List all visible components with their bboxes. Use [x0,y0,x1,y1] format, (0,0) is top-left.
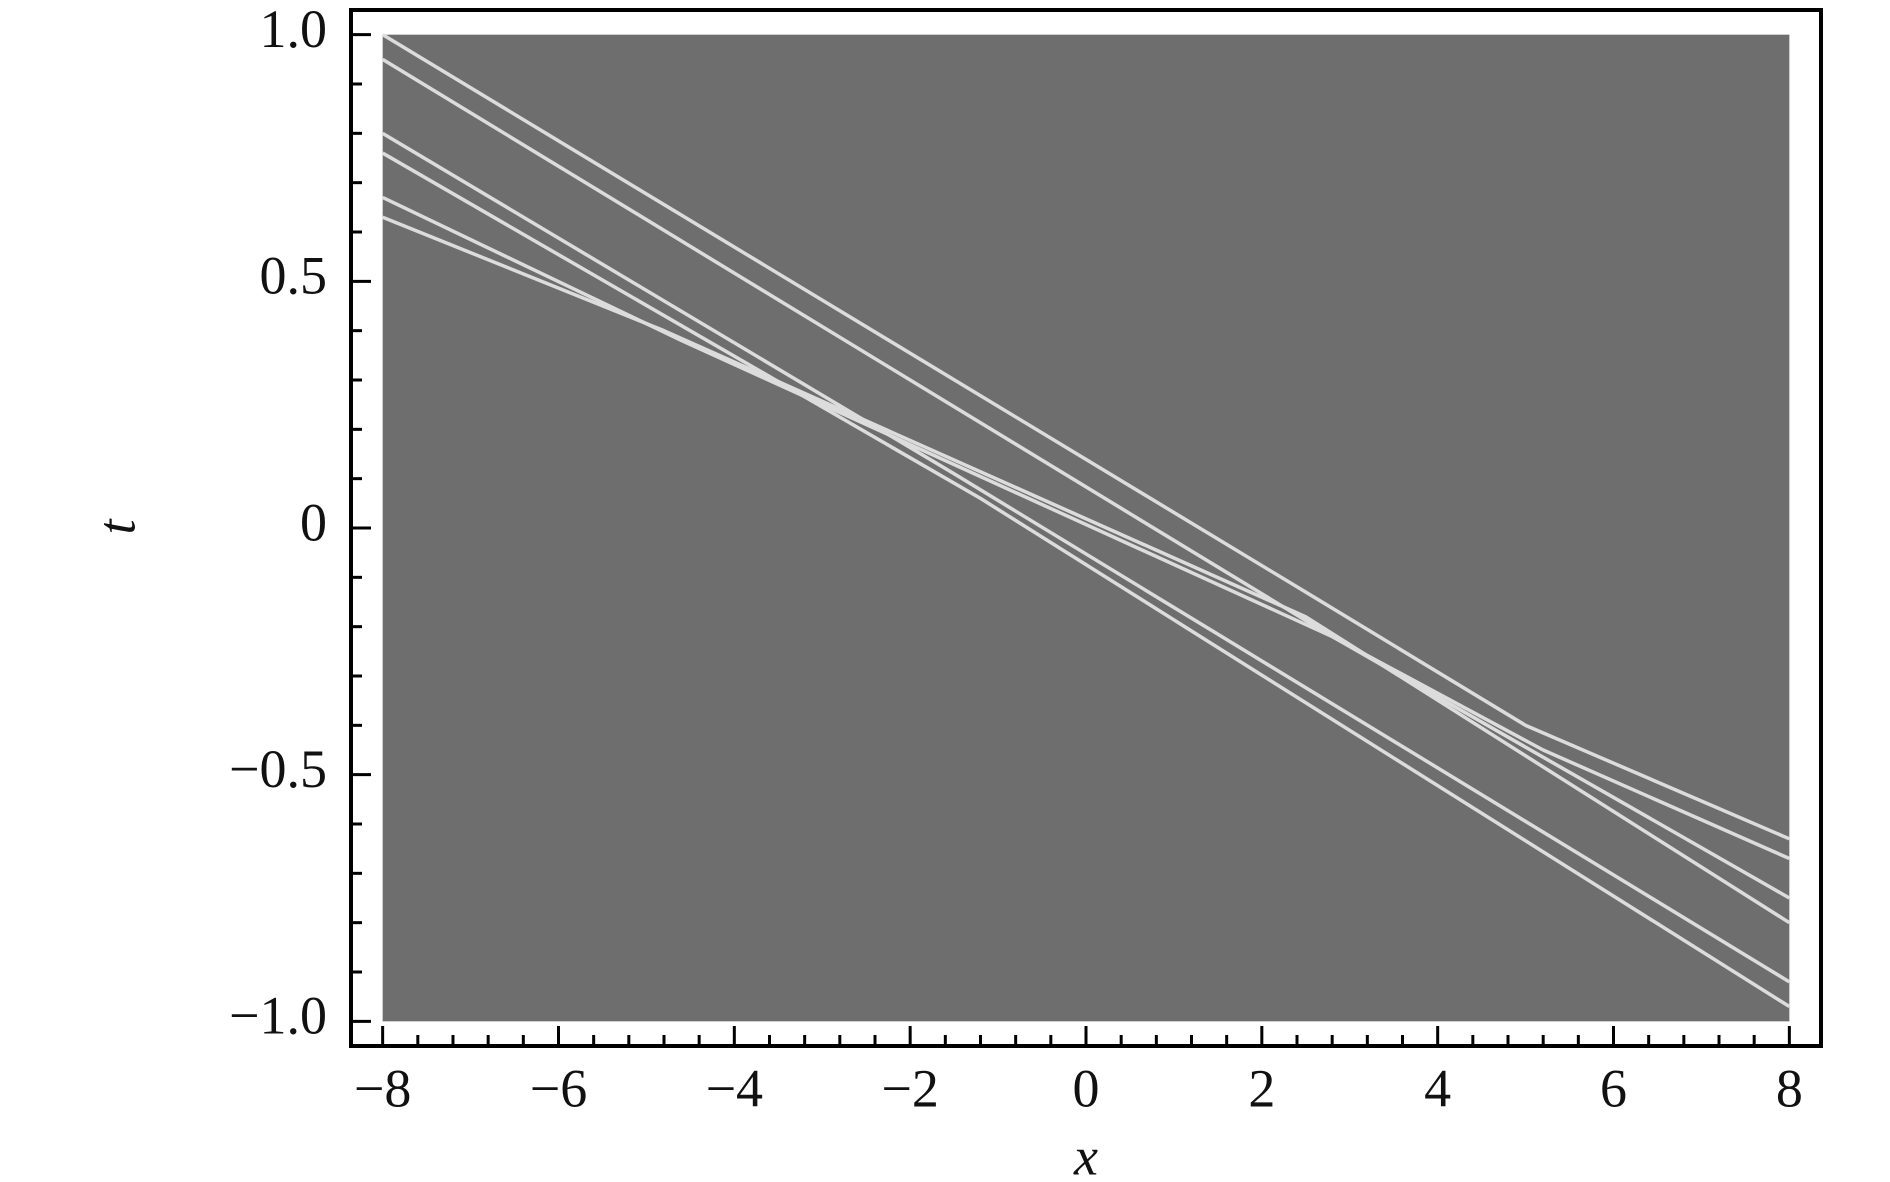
heatmap [382,34,1790,1022]
soliton-line [381,33,1791,841]
y-tick-label: 1.0 [260,0,328,59]
x-tick-label: 4 [1424,1058,1451,1118]
x-tick-label: 6 [1600,1058,1627,1118]
x-tick-label: −8 [354,1058,411,1118]
soliton-line [381,215,1791,925]
y-tick-label: −1.0 [229,986,327,1046]
x-tick-label: 0 [1073,1058,1100,1118]
x-tick-label: −2 [881,1058,938,1118]
x-tick-label: −4 [706,1058,763,1118]
y-tick-label: −0.5 [229,739,327,799]
soliton-line [381,57,1791,861]
soliton-line [381,131,1791,984]
x-tick-label: −6 [530,1058,587,1118]
x-axis-label: x [1073,1126,1098,1182]
y-tick-label: 0 [300,492,327,552]
x-tick-label: 2 [1248,1058,1275,1118]
y-tick-label: 0.5 [260,246,328,306]
y-axis-label: t [86,518,146,535]
x-tick-label: 8 [1776,1058,1803,1118]
soliton-line [381,151,1791,1009]
soliton-line [381,195,1791,900]
